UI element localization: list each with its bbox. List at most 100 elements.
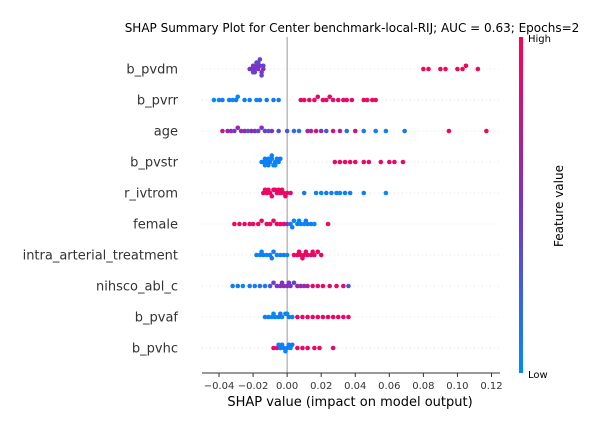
feature-label-b_pvdm: b_pvdm <box>126 63 178 78</box>
point-b_pvrr-24 <box>349 97 355 103</box>
point-female-5 <box>255 221 261 227</box>
point-intra_arterial_treatment-6 <box>274 252 280 258</box>
point-b_pvaf-1 <box>266 314 271 320</box>
point-b_pvaf-16 <box>315 314 321 320</box>
point-intra_arterial_treatment-21 <box>296 249 302 255</box>
point-r_ivtrom-8 <box>262 187 268 193</box>
point-female-8 <box>267 221 273 227</box>
point-b_pvrr-25 <box>361 97 367 103</box>
point-b_pvstr-17 <box>337 159 343 165</box>
point-b_pvstr-14 <box>269 153 275 158</box>
x-tick-label-4: 0.04 <box>344 381 366 392</box>
point-b_pvrr-1 <box>216 97 222 103</box>
point-female-7 <box>264 221 270 227</box>
point-intra_arterial_treatment-23 <box>310 249 315 255</box>
point-nihsco_abl_c-6 <box>262 283 268 289</box>
point-r_ivtrom-22 <box>337 190 343 196</box>
point-b_pvrr-6 <box>235 94 241 100</box>
point-r_ivtrom-16 <box>301 190 307 196</box>
point-age-17 <box>291 128 297 134</box>
point-b_pvrr-9 <box>254 97 259 103</box>
feature-label-b_pvaf: b_pvaf <box>135 311 179 326</box>
point-female-21 <box>312 221 317 227</box>
point-age-33 <box>484 128 489 134</box>
point-intra_arterial_treatment-9 <box>284 252 290 258</box>
point-age-20 <box>308 128 314 134</box>
point-r_ivtrom-15 <box>283 193 288 199</box>
point-b_pvrr-10 <box>257 97 263 103</box>
point-r_ivtrom-26 <box>383 190 389 196</box>
point-b_pvaf-19 <box>330 314 336 320</box>
point-female-10 <box>274 221 280 227</box>
point-b_pvrr-13 <box>276 97 281 103</box>
point-age-1 <box>225 128 230 134</box>
point-b_pvrr-11 <box>264 97 270 103</box>
point-b_pvdm-19 <box>443 66 448 72</box>
point-age-18 <box>296 128 302 134</box>
feature-label-b_pvhc: b_pvhc <box>132 342 178 357</box>
point-female-4 <box>250 221 256 227</box>
point-age-12 <box>262 128 268 134</box>
point-intra_arterial_treatment-5 <box>271 249 276 255</box>
point-age-32 <box>446 128 452 134</box>
point-b_pvaf-21 <box>341 314 346 320</box>
feature-label-female: female <box>133 218 178 233</box>
point-nihsco_abl_c-5 <box>257 283 263 289</box>
point-b_pvstr-24 <box>387 159 392 165</box>
point-b_pvaf-13 <box>300 314 305 320</box>
point-b_pvhc-14 <box>312 345 317 351</box>
point-nihsco_abl_c-8 <box>271 280 276 286</box>
point-b_pvrr-14 <box>306 97 312 103</box>
point-nihsco_abl_c-1 <box>235 283 241 289</box>
point-female-1 <box>237 221 242 227</box>
point-female-12 <box>281 221 287 227</box>
point-b_pvstr-12 <box>262 162 268 168</box>
point-nihsco_abl_c-16 <box>298 283 304 289</box>
point-intra_arterial_treatment-11 <box>269 255 275 261</box>
point-intra_arterial_treatment-7 <box>278 252 283 258</box>
feature-label-b_pvstr: b_pvstr <box>130 156 179 171</box>
point-b_pvrr-19 <box>327 94 333 100</box>
point-b_pvrr-23 <box>344 97 350 103</box>
point-age-4 <box>235 125 241 131</box>
point-intra_arterial_treatment-3 <box>264 252 270 258</box>
point-b_pvaf-18 <box>325 314 331 320</box>
point-b_pvhc-11 <box>295 345 300 351</box>
point-b_pvaf-20 <box>335 314 341 320</box>
feature-label-b_pvrr: b_pvrr <box>137 94 179 109</box>
point-intra_arterial_treatment-22 <box>303 249 309 255</box>
point-age-6 <box>242 128 247 134</box>
point-b_pvdm-16 <box>421 66 426 72</box>
point-b_pvhc-9 <box>276 342 281 348</box>
point-age-27 <box>352 128 358 134</box>
point-nihsco_abl_c-14 <box>291 280 297 286</box>
point-b_pvrr-8 <box>247 97 252 103</box>
point-nihsco_abl_c-4 <box>252 283 258 289</box>
point-b_pvdm-13 <box>257 57 263 62</box>
point-b_pvstr-21 <box>361 159 367 165</box>
point-b_pvdm-14 <box>261 63 266 69</box>
point-r_ivtrom-9 <box>269 193 275 199</box>
point-nihsco_abl_c-18 <box>305 283 310 289</box>
point-age-7 <box>245 128 251 134</box>
point-age-24 <box>330 128 336 134</box>
point-b_pvstr-18 <box>342 159 348 165</box>
point-b_pvrr-12 <box>271 97 276 103</box>
point-r_ivtrom-17 <box>313 190 319 196</box>
chart-title: SHAP Summary Plot for Center benchmark-l… <box>125 21 580 35</box>
point-female-24 <box>303 218 309 224</box>
feature-label-nihsco_abl_c: nihsco_abl_c <box>96 280 178 295</box>
point-b_pvaf-15 <box>310 314 315 320</box>
point-b_pvdm-22 <box>463 63 469 69</box>
point-b_pvrr-21 <box>335 97 341 103</box>
point-b_pvrr-17 <box>320 97 326 103</box>
point-intra_arterial_treatment-19 <box>315 249 321 255</box>
point-nihsco_abl_c-0 <box>230 283 235 289</box>
point-r_ivtrom-19 <box>324 190 329 196</box>
point-b_pvaf-8 <box>289 314 295 320</box>
point-b_pvrr-26 <box>364 97 370 103</box>
colorbar-high-label: High <box>528 34 551 45</box>
point-age-16 <box>284 128 290 134</box>
point-nihsco_abl_c-23 <box>334 283 339 289</box>
